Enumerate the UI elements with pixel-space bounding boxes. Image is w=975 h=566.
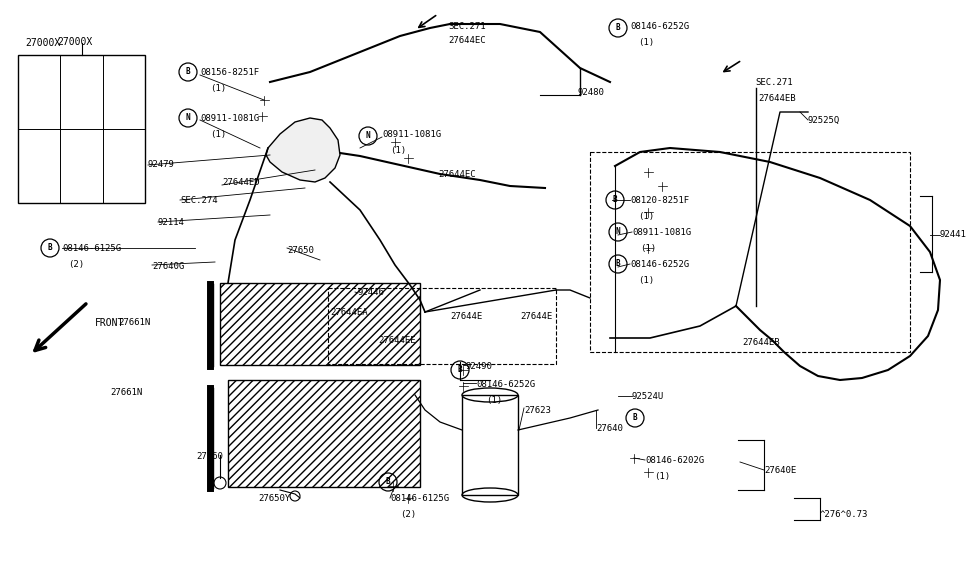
Text: 08156-8251F: 08156-8251F: [200, 68, 259, 77]
Text: (1): (1): [654, 472, 670, 481]
Text: B: B: [615, 259, 620, 268]
Text: 08146-6252G: 08146-6252G: [476, 380, 535, 389]
Text: (1): (1): [640, 244, 656, 253]
Text: (2): (2): [400, 510, 416, 519]
Text: 27661N: 27661N: [110, 388, 142, 397]
Text: N: N: [366, 131, 370, 140]
Text: 27644EC: 27644EC: [438, 170, 476, 179]
Text: 27644E: 27644E: [450, 312, 483, 321]
Text: 92490: 92490: [466, 362, 493, 371]
Text: (1): (1): [638, 212, 654, 221]
Text: 27650: 27650: [287, 246, 314, 255]
Text: 08911-1081G: 08911-1081G: [632, 228, 691, 237]
Text: 27644EC: 27644EC: [448, 36, 486, 45]
Text: 27661N: 27661N: [118, 318, 150, 327]
Bar: [18, 55, 145, 203]
Bar: [590, 152, 910, 352]
Text: B: B: [386, 478, 390, 487]
Text: (1): (1): [210, 130, 226, 139]
Text: 27644ED: 27644ED: [222, 178, 259, 187]
Text: 27644EB: 27644EB: [758, 94, 796, 103]
Text: 27623: 27623: [524, 406, 551, 415]
Text: (1): (1): [638, 38, 654, 47]
Text: 92524U: 92524U: [632, 392, 664, 401]
Text: ^276^0.73: ^276^0.73: [820, 510, 869, 519]
Text: 27640: 27640: [596, 424, 623, 433]
Text: 27000X: 27000X: [58, 37, 93, 47]
Text: 27640E: 27640E: [764, 466, 797, 475]
Text: FRONT: FRONT: [95, 318, 125, 328]
Text: SEC.271: SEC.271: [755, 78, 793, 87]
Text: B: B: [612, 195, 617, 204]
Text: (1): (1): [210, 84, 226, 93]
Text: B: B: [185, 67, 190, 76]
Bar: [328, 288, 556, 364]
Text: 92479: 92479: [148, 160, 175, 169]
Text: 27644EB: 27644EB: [742, 338, 780, 347]
Text: SEC.271: SEC.271: [448, 22, 486, 31]
Text: (1): (1): [638, 276, 654, 285]
Text: 08146-6125G: 08146-6125G: [62, 244, 121, 253]
Text: (1): (1): [486, 396, 502, 405]
Text: 27644EA: 27644EA: [330, 308, 368, 317]
Text: 08146-6252G: 08146-6252G: [630, 260, 689, 269]
Text: 92114: 92114: [158, 218, 185, 227]
Text: 92480: 92480: [578, 88, 604, 97]
Text: (2): (2): [68, 260, 84, 269]
Text: 27000X: 27000X: [25, 38, 60, 48]
Text: 08146-6125G: 08146-6125G: [390, 494, 449, 503]
Text: 92446: 92446: [358, 288, 385, 297]
Text: 08146-6252G: 08146-6252G: [630, 22, 689, 31]
Text: 08911-1081G: 08911-1081G: [382, 130, 441, 139]
Text: 08146-6202G: 08146-6202G: [645, 456, 704, 465]
Text: 08120-8251F: 08120-8251F: [630, 196, 689, 205]
Text: 27640G: 27640G: [152, 262, 184, 271]
Text: SEC.274: SEC.274: [180, 196, 217, 205]
Text: B: B: [633, 414, 638, 422]
Text: 27644E: 27644E: [520, 312, 552, 321]
Text: (1): (1): [390, 146, 407, 155]
Bar: [462, 395, 518, 495]
Text: 27644EE: 27644EE: [378, 336, 415, 345]
Text: N: N: [185, 114, 190, 122]
Polygon shape: [266, 118, 340, 182]
Text: N: N: [615, 228, 620, 237]
Text: B: B: [48, 243, 53, 252]
Text: B: B: [457, 366, 462, 375]
Text: 08911-1081G: 08911-1081G: [200, 114, 259, 123]
Text: 27650Y: 27650Y: [258, 494, 291, 503]
Text: 92441: 92441: [940, 230, 967, 239]
Text: B: B: [615, 24, 620, 32]
Text: 27760: 27760: [196, 452, 223, 461]
Text: 92525Q: 92525Q: [808, 116, 840, 125]
